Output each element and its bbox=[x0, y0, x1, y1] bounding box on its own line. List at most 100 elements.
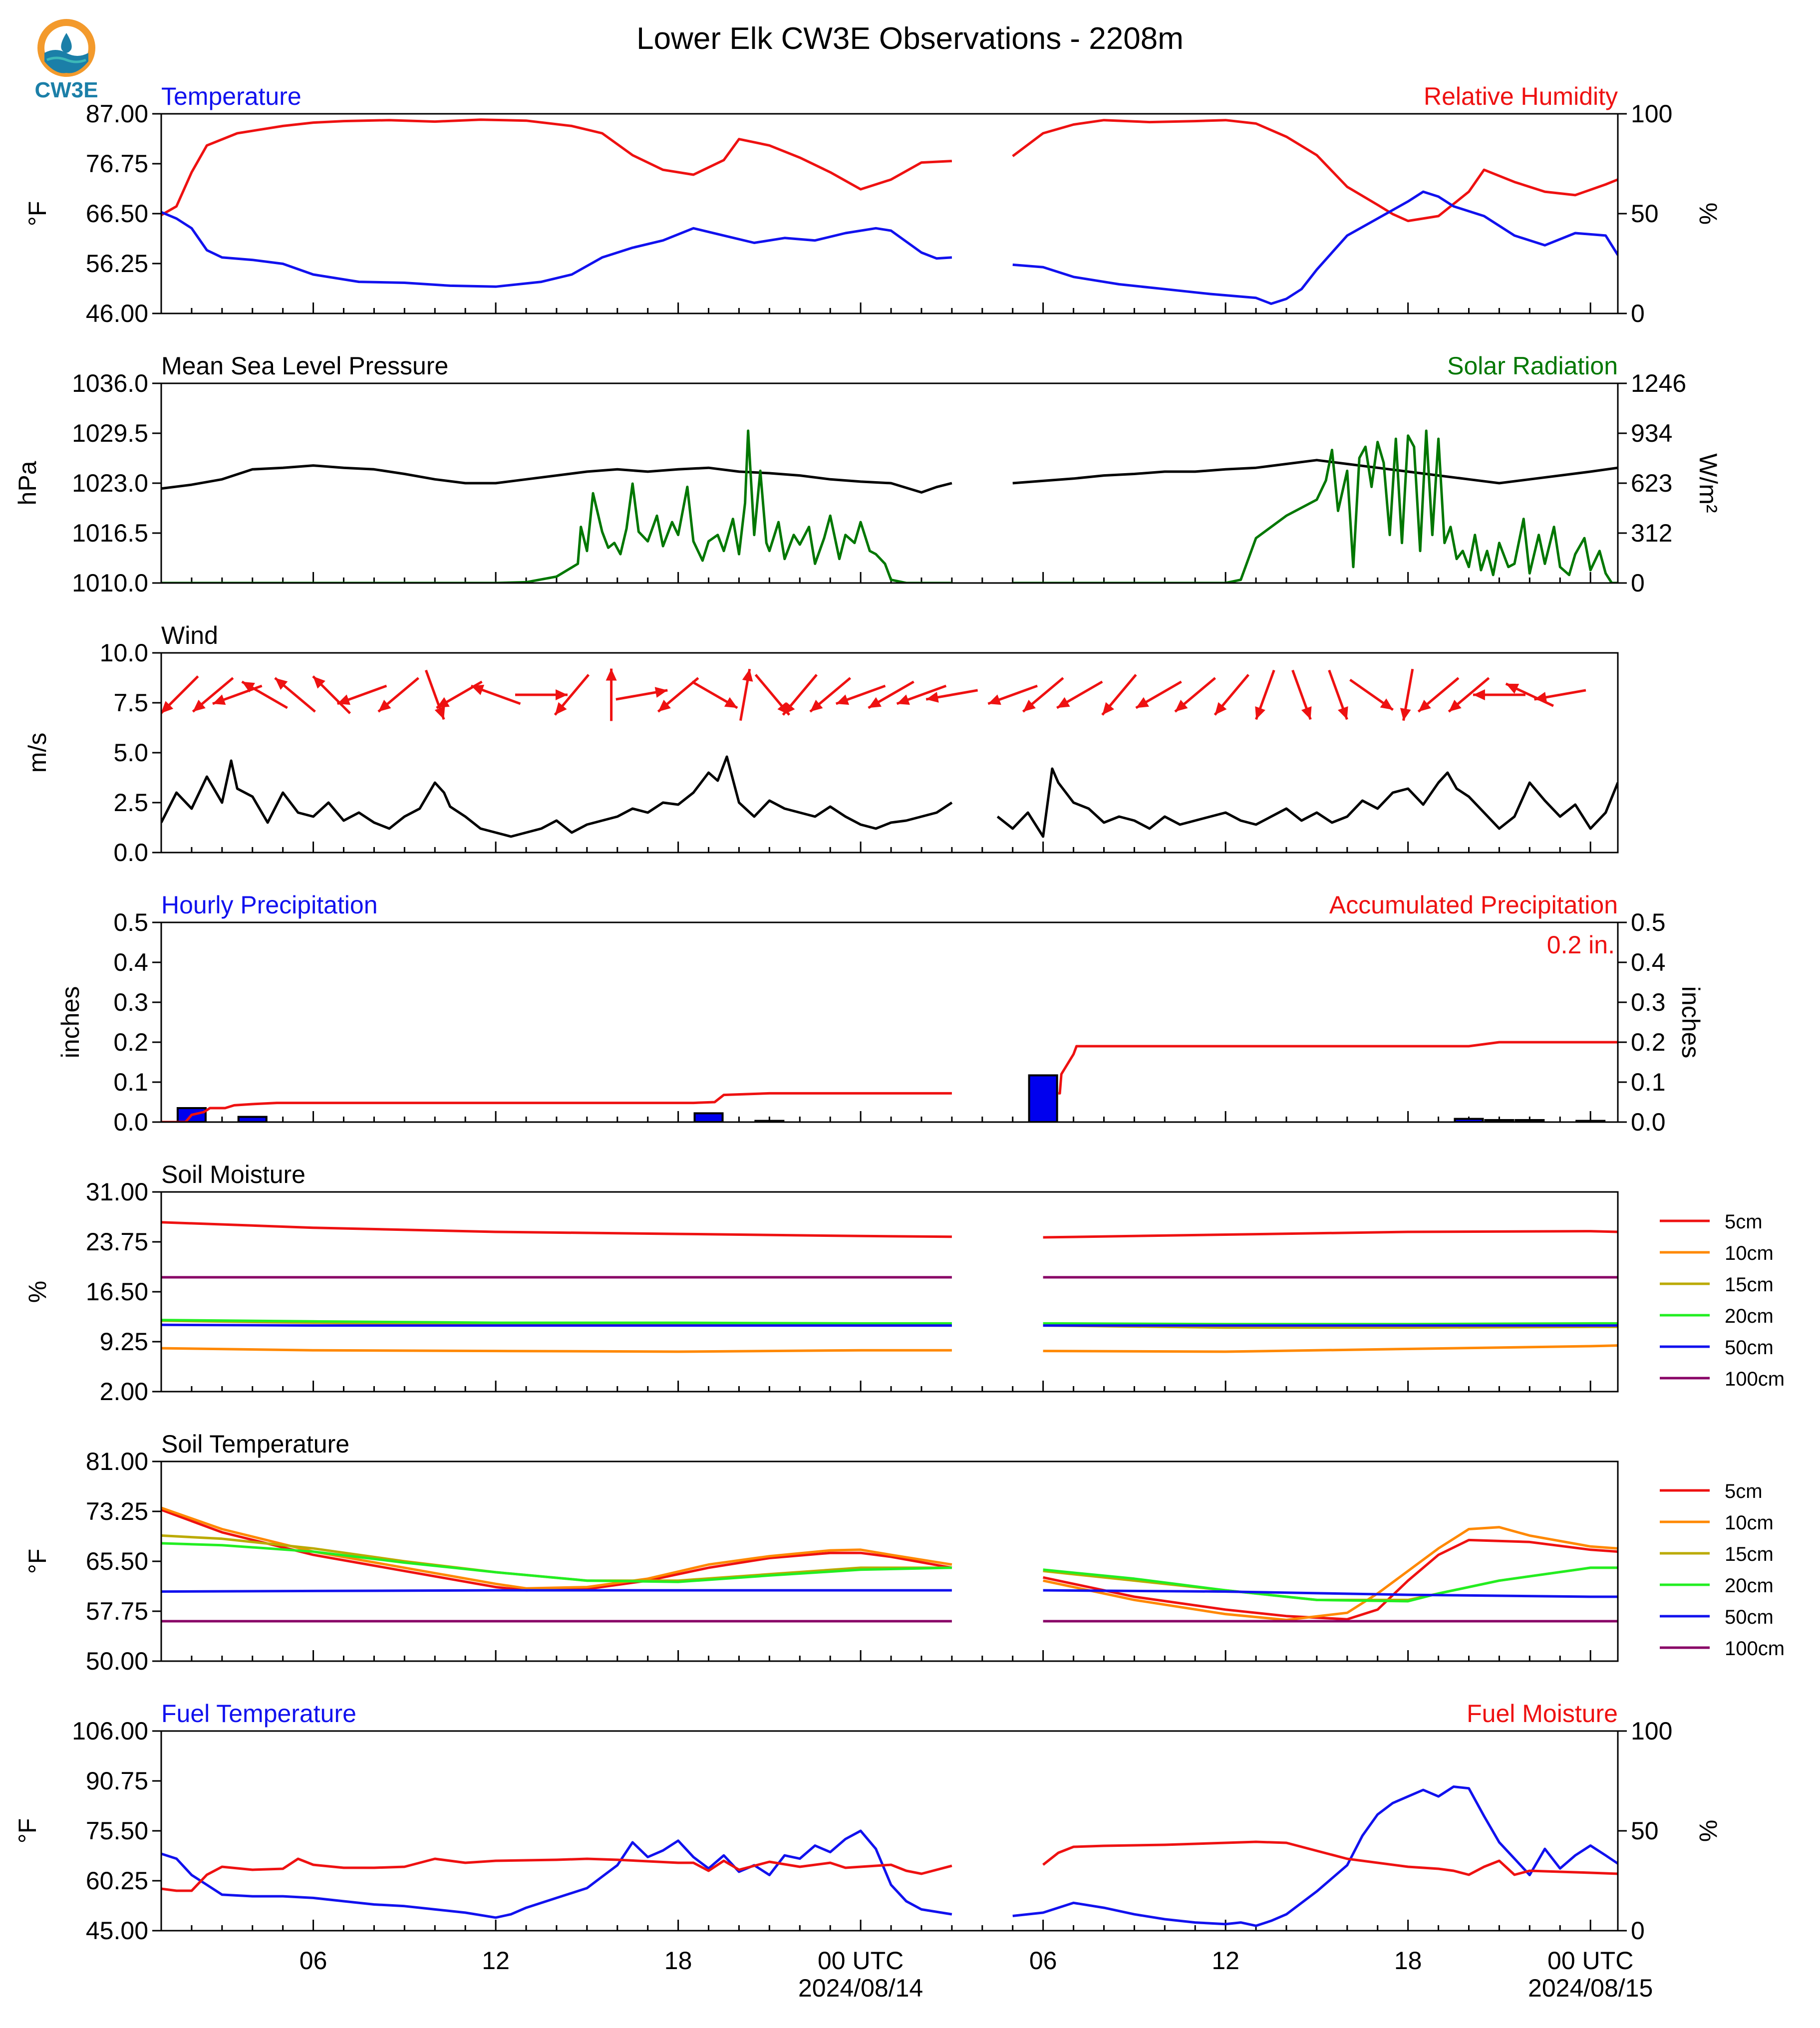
panel-title-left: Wind bbox=[161, 621, 218, 649]
plot-area bbox=[161, 1221, 1618, 1353]
y-tick-label-left: 73.25 bbox=[86, 1497, 148, 1525]
wind-arrow bbox=[896, 684, 947, 705]
cw3e-logo: CW3E bbox=[29, 14, 104, 104]
plot-area bbox=[161, 1506, 1618, 1623]
wind-arrow-head bbox=[275, 678, 288, 690]
y-tick-label-left: 45.00 bbox=[86, 1917, 148, 1945]
wind-arrow bbox=[1417, 677, 1460, 713]
y-axis-label-left: % bbox=[23, 1281, 51, 1303]
panel-frame bbox=[160, 382, 1619, 584]
y-axis-label-left: inches bbox=[56, 986, 84, 1059]
wind-arrow-head bbox=[654, 687, 668, 698]
wind-arrow bbox=[336, 684, 387, 705]
y-tick-label-left: 46.00 bbox=[86, 299, 148, 327]
wind-arrow bbox=[1328, 669, 1348, 720]
legend-label: 50cm bbox=[1725, 1606, 1774, 1628]
y-axis-label-left: °F bbox=[23, 1549, 51, 1574]
y-tick-label-left: 0.5 bbox=[113, 908, 148, 936]
y-tick-label-right: 0.0 bbox=[1631, 1108, 1666, 1136]
legend-label: 100cm bbox=[1725, 1368, 1785, 1390]
wind-arrow-head bbox=[1136, 697, 1149, 708]
wind-arrow bbox=[657, 677, 699, 713]
y-tick-label-right: 50 bbox=[1631, 200, 1659, 228]
wind-arrow bbox=[606, 668, 617, 721]
y-tick-label-left: 0.0 bbox=[113, 1108, 148, 1136]
y-tick-label-left: 106.00 bbox=[72, 1717, 148, 1745]
precip-bar bbox=[1515, 1119, 1545, 1122]
wind-arrow-head bbox=[436, 697, 450, 708]
y-tick-label-left: 0.0 bbox=[113, 839, 148, 867]
legend-label: 20cm bbox=[1725, 1575, 1774, 1597]
x-tick-label: 06 bbox=[300, 1947, 327, 1975]
wind-arrow bbox=[987, 684, 1038, 705]
y-tick-label-left: 2.00 bbox=[100, 1378, 148, 1406]
wind-arrow-head bbox=[897, 694, 910, 705]
y-tick-label-left: 1029.5 bbox=[72, 419, 148, 447]
wind-arrow-head bbox=[724, 697, 738, 708]
legend: 5cm 10cm 15cm 20cm 50cm 100cm bbox=[1660, 1480, 1785, 1660]
wind-arrow bbox=[515, 689, 568, 700]
panel-frame bbox=[160, 1730, 1619, 1932]
wind-arrow-head bbox=[193, 699, 206, 712]
wind-arrow bbox=[1056, 680, 1103, 709]
wind-arrow-head bbox=[242, 681, 255, 693]
wind-arrow-head bbox=[1338, 706, 1348, 720]
y-tick-label-left: 0.3 bbox=[113, 988, 148, 1016]
panel-frame bbox=[160, 652, 1619, 854]
y-tick-label-left: 1036.0 bbox=[72, 369, 148, 397]
y-tick-label-right: 623 bbox=[1631, 469, 1672, 497]
y-tick-label-right: 100 bbox=[1631, 1717, 1672, 1745]
figure-title: Lower Elk CW3E Observations - 2208m bbox=[636, 21, 1184, 56]
x-tick-label: 06 bbox=[1029, 1947, 1057, 1975]
y-tick-label-left: 87.00 bbox=[86, 100, 148, 128]
wind-arrow-head bbox=[1301, 706, 1312, 720]
panel-frame bbox=[160, 113, 1619, 314]
plot-area bbox=[161, 1785, 1618, 1927]
plot-area bbox=[161, 118, 1618, 305]
series-line-red bbox=[161, 1840, 1618, 1892]
x-tick-label: 12 bbox=[482, 1947, 510, 1975]
y-tick-label-right: 0.1 bbox=[1631, 1068, 1666, 1096]
y-axis-label-right: W/m² bbox=[1694, 453, 1722, 513]
series-line-blue bbox=[161, 1785, 1618, 1927]
series-line-blue bbox=[161, 190, 1618, 305]
wind-arrow-head bbox=[658, 699, 671, 712]
panel-frame bbox=[160, 921, 1619, 1123]
legend-label: 15cm bbox=[1725, 1543, 1774, 1565]
wind-arrow bbox=[1022, 677, 1064, 713]
series-line-green bbox=[161, 429, 1618, 583]
wind-arrow-head bbox=[1057, 697, 1070, 708]
panel-title-right: Accumulated Precipitation bbox=[1329, 891, 1618, 919]
wind-arrow-head bbox=[213, 694, 226, 705]
series-line-black bbox=[161, 755, 1618, 838]
wind-arrow-head bbox=[161, 701, 174, 713]
y-tick-label-left: 10.0 bbox=[100, 639, 148, 667]
wind-arrow bbox=[1473, 689, 1525, 700]
legend-label: 100cm bbox=[1725, 1638, 1785, 1660]
series-line-red bbox=[161, 1041, 1618, 1122]
y-axis-label-left: °F bbox=[23, 201, 51, 227]
panel-temp_rh: Temperature Relative Humidity 87.00 76.75 66… bbox=[23, 82, 1722, 327]
wind-arrow-head bbox=[1534, 692, 1547, 703]
panel-title-left: Soil Moisture bbox=[161, 1160, 305, 1188]
wind-arrow bbox=[161, 675, 199, 714]
x-tick-label: 18 bbox=[664, 1947, 692, 1975]
y-tick-label-right: 50 bbox=[1631, 1817, 1659, 1845]
y-tick-label-left: 76.75 bbox=[86, 150, 148, 178]
y-axis-label-right: % bbox=[1694, 203, 1722, 225]
x-date-label: 2024/08/15 bbox=[1528, 1974, 1653, 2002]
wind-arrow bbox=[192, 677, 234, 713]
precip-bar bbox=[1454, 1118, 1484, 1122]
wind-arrow-head bbox=[1400, 708, 1411, 721]
y-tick-label-left: 50.00 bbox=[86, 1647, 148, 1675]
wind-arrow bbox=[377, 677, 419, 713]
x-tick-label: 12 bbox=[1212, 1947, 1239, 1975]
panel-soil_temp: Soil Temperature 81.00 73.25 65.50 57.75 50.0… bbox=[23, 1430, 1785, 1675]
wind-arrow bbox=[1448, 677, 1490, 713]
y-tick-label-left: 0.4 bbox=[113, 948, 148, 976]
wind-arrow-head bbox=[471, 684, 485, 695]
series-line-10cm bbox=[161, 1344, 1618, 1353]
y-tick-label-left: 75.50 bbox=[86, 1817, 148, 1845]
wind-arrow-head bbox=[926, 692, 939, 703]
